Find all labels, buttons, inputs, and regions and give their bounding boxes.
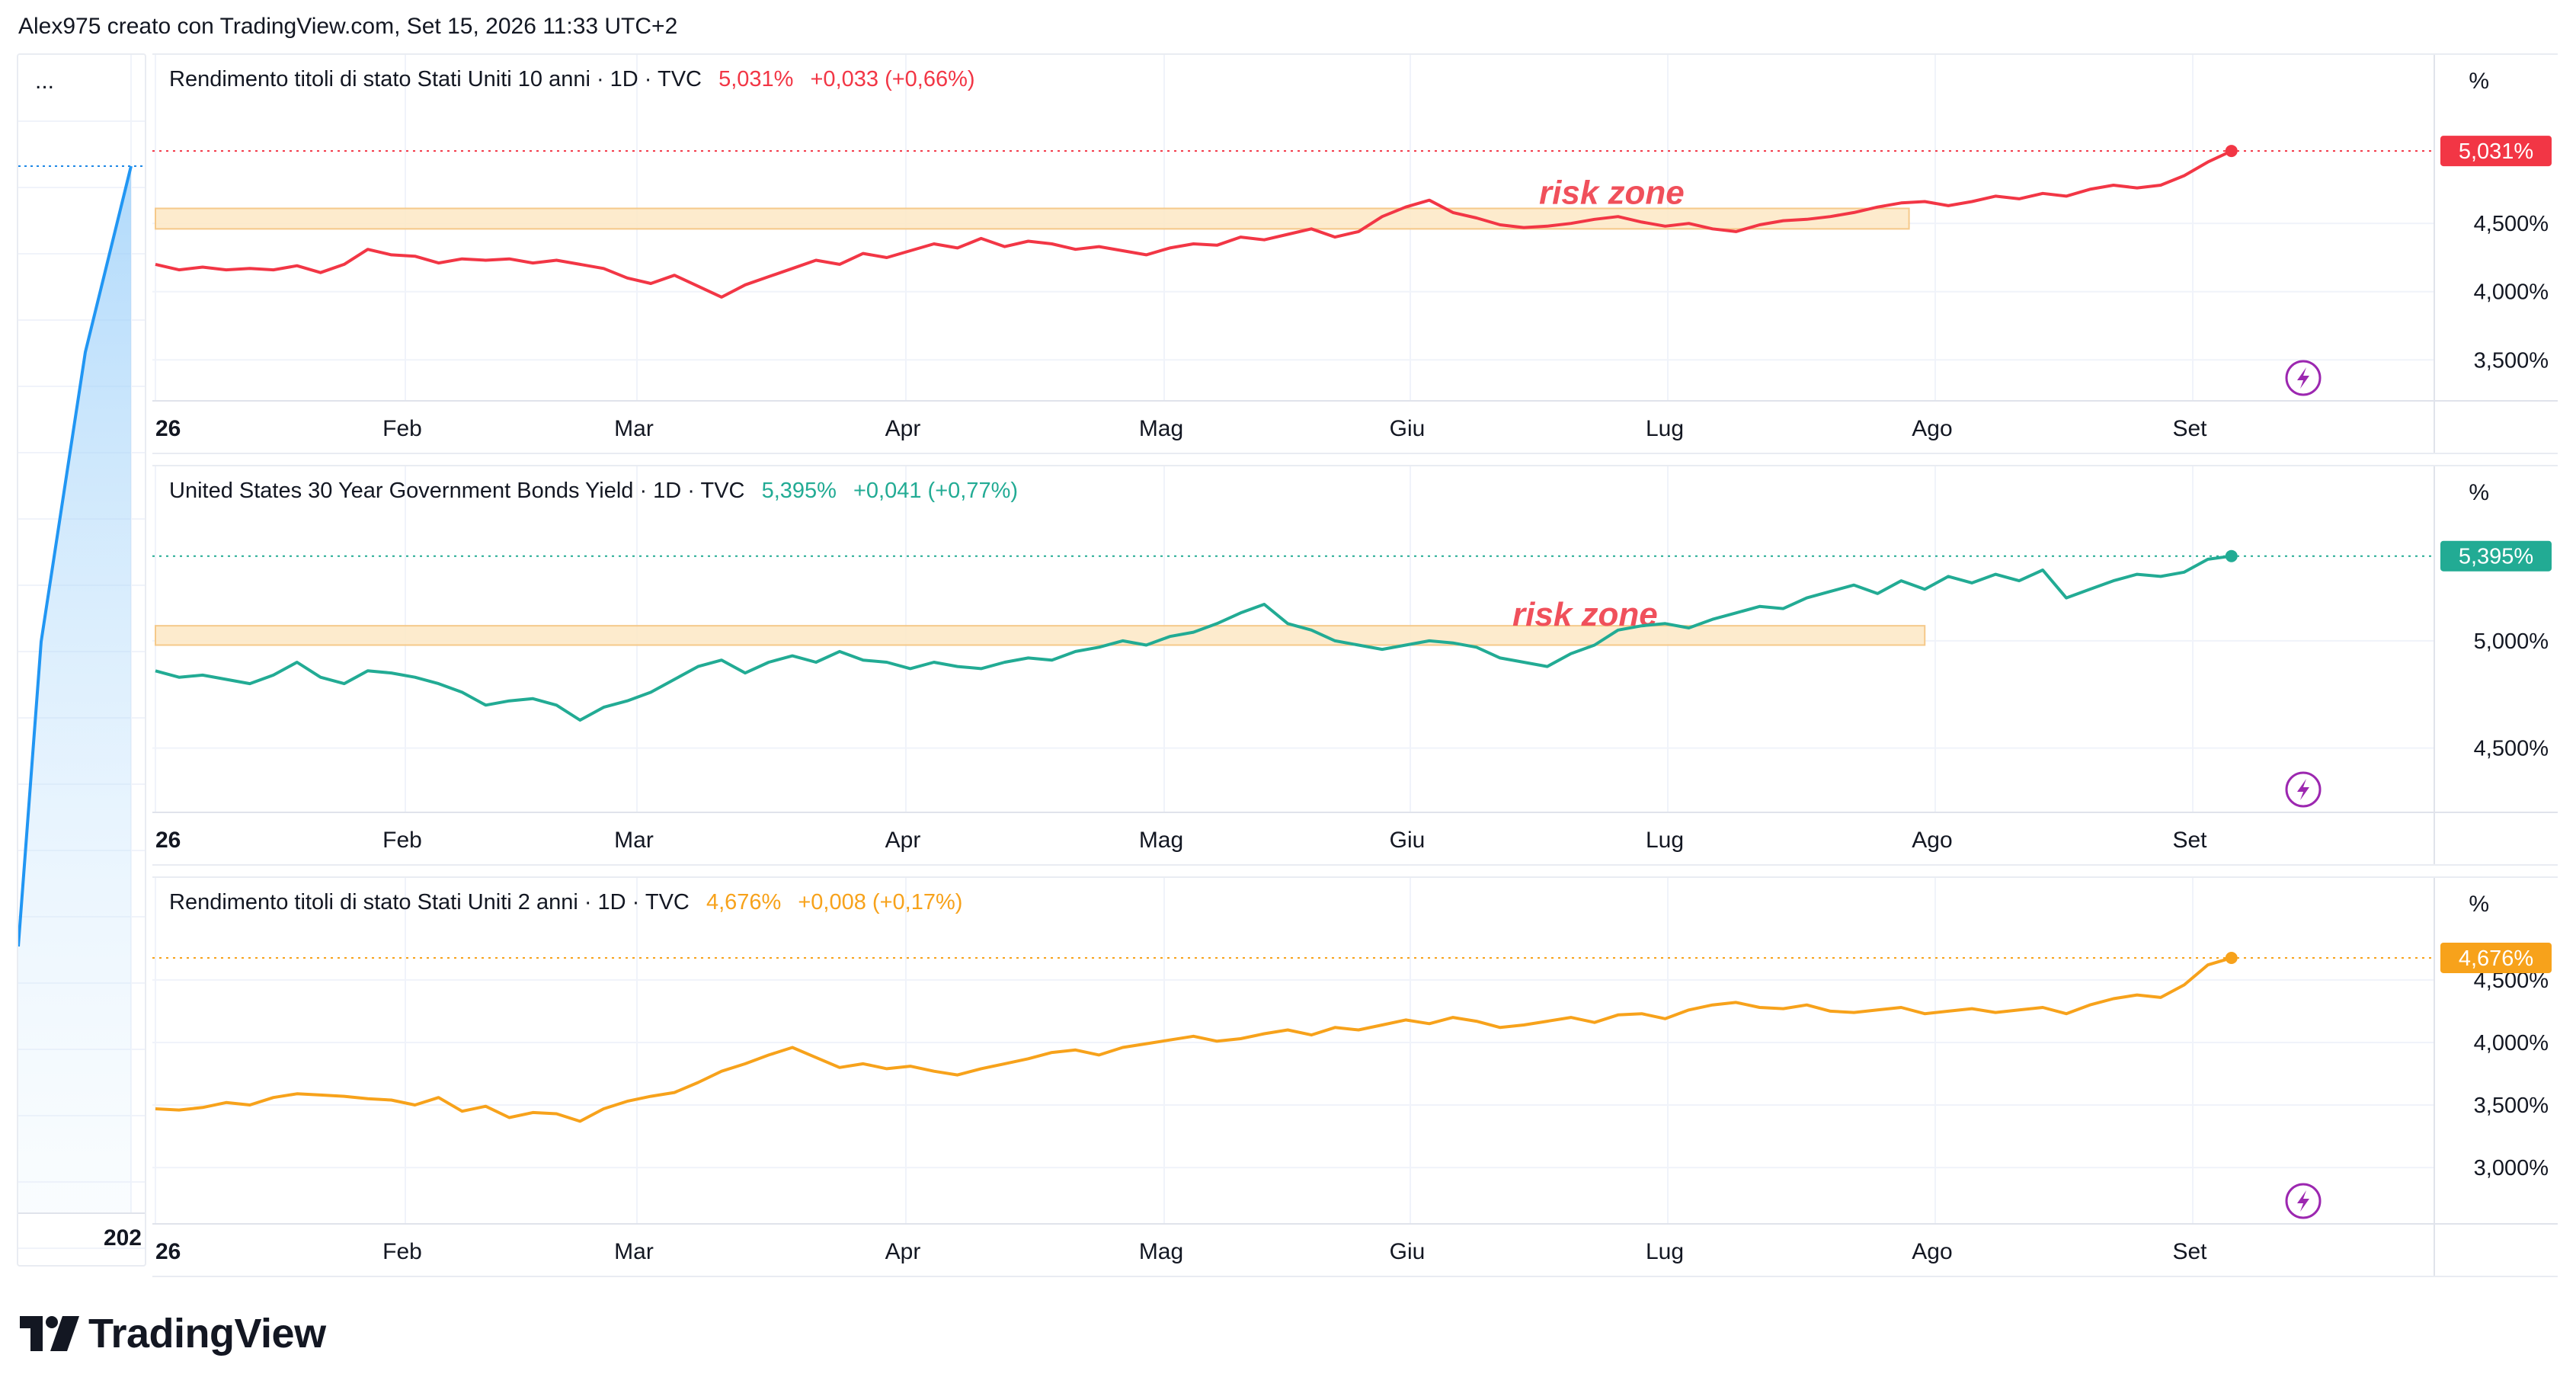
last-value-badge-text: 5,031%: [2459, 139, 2533, 164]
legend-title-2y: Rendimento titoli di stato Stati Uniti 2…: [169, 890, 690, 914]
y-tick-label: 3,500%: [2474, 348, 2549, 373]
x-tick-label: Ago: [1912, 1239, 1952, 1264]
axis-unit-30y: %: [2469, 480, 2489, 505]
x-tick-label: Set: [2172, 416, 2207, 441]
x-tick-label: Giu: [1390, 1239, 1426, 1264]
y-tick-label: 4,500%: [2474, 737, 2549, 761]
legend-10y: Rendimento titoli di stato Stati Uniti 1…: [169, 67, 975, 92]
left-year-label: 202: [103, 1225, 142, 1251]
y-tick-label: 3,000%: [2474, 1156, 2549, 1180]
tradingview-logo[interactable]: TradingView: [20, 1309, 326, 1358]
x-tick-label: Lug: [1646, 1239, 1684, 1264]
last-value-badge: [2440, 136, 2552, 167]
axis-unit-10y: %: [2469, 69, 2489, 94]
events-bolt-icon: [2285, 360, 2322, 396]
x-tick-label: Lug: [1646, 828, 1684, 853]
last-value-badge-text: 5,395%: [2459, 545, 2533, 569]
bolt-glyph: [2297, 779, 2309, 800]
events-bolt-icon: [2285, 771, 2322, 808]
last-value-badge: [2440, 942, 2552, 973]
risk-zone-annotation: risk zone: [1539, 174, 1685, 211]
legend-title-10y: Rendimento titoli di stato Stati Uniti 1…: [169, 67, 702, 91]
last-value-marker: [2225, 951, 2238, 964]
chart-panel-10y[interactable]: 3,500% 4,000% 4,500% risk zone 5,031% 26 Feb Ma…: [152, 53, 2558, 454]
x-tick-label: Giu: [1390, 828, 1426, 853]
chart-panel-2y[interactable]: 3,000% 3,500% 4,000% 4,500% 4,676% 26 Feb Mar Ap…: [152, 876, 2558, 1277]
axis-unit-2y: %: [2469, 892, 2489, 917]
bolt-glyph: [2297, 367, 2309, 389]
legend-30y: United States 30 Year Government Bonds Y…: [169, 479, 1018, 504]
y-tick-label: 4,000%: [2474, 280, 2549, 305]
y-tick-label: 4,000%: [2474, 1031, 2549, 1055]
chart-panel-30y[interactable]: 4,500% 5,000% risk zone 5,395% 26 Feb Mar Apr Ma…: [152, 465, 2558, 866]
series-line: [155, 149, 2232, 299]
x-tick-label: 26: [155, 828, 181, 853]
left-area-fill: [18, 166, 131, 1213]
x-tick-label: Set: [2172, 828, 2207, 853]
legend-2y: Rendimento titoli di stato Stati Uniti 2…: [169, 890, 962, 915]
chart-2y-plot[interactable]: 3,000%3,500%4,000%4,500%4,676%26 Feb Mar Ap…: [152, 878, 2558, 1276]
tradingview-logo-icon: [20, 1316, 79, 1351]
y-tick-label: 3,500%: [2474, 1094, 2549, 1118]
left-overview-pane[interactable]: ... 202: [17, 53, 146, 1267]
risk-zone-rect: [155, 207, 1910, 230]
x-tick-label: Giu: [1390, 416, 1426, 441]
tradingview-logo-text: TradingView: [88, 1311, 326, 1356]
y-tick-label: 4,500%: [2474, 212, 2549, 236]
x-tick-label: Apr: [885, 1239, 921, 1264]
x-tick-label: Feb: [382, 1239, 422, 1264]
x-tick-label: Mar: [614, 828, 654, 853]
left-overview-chart: [18, 55, 145, 1249]
x-tick-label: Mar: [614, 1239, 654, 1264]
x-tick-label: Set: [2172, 1239, 2207, 1264]
more-options-button[interactable]: ...: [35, 69, 55, 94]
legend-value-10y: 5,031%: [718, 67, 794, 91]
legend-title-30y: United States 30 Year Government Bonds Y…: [169, 479, 745, 503]
x-tick-label: Mag: [1139, 1239, 1183, 1264]
last-value-marker: [2225, 549, 2238, 562]
legend-change-10y: +0,033 (+0,66%): [810, 67, 975, 91]
risk-zone-rect: [155, 625, 1926, 646]
x-tick-label: 26: [155, 1239, 181, 1264]
legend-value-2y: 4,676%: [706, 890, 782, 914]
chart-10y-plot[interactable]: 3,500% 4,000% 4,500% risk zone 5,031% 26 Feb Ma…: [152, 55, 2558, 453]
x-tick-label: Ago: [1912, 828, 1952, 853]
chart-credit-header: Alex975 creato con TradingView.com, Set …: [18, 14, 678, 39]
last-value-badge-text: 4,676%: [2459, 946, 2533, 971]
x-tick-label: Mar: [614, 416, 654, 441]
bolt-glyph: [2297, 1190, 2309, 1212]
y-tick-label: 5,000%: [2474, 629, 2549, 654]
legend-change-30y: +0,041 (+0,77%): [853, 479, 1019, 503]
x-tick-label: Apr: [885, 416, 921, 441]
left-area-line: [18, 165, 133, 947]
x-tick-label: Feb: [382, 828, 422, 853]
legend-value-30y: 5,395%: [761, 479, 837, 503]
series-line: [155, 554, 2232, 722]
last-value-badge: [2440, 540, 2552, 572]
last-value-marker: [2225, 145, 2238, 158]
x-tick-label: Mag: [1139, 828, 1183, 853]
x-tick-label: 26: [155, 416, 181, 441]
events-bolt-icon: [2285, 1183, 2322, 1219]
legend-change-2y: +0,008 (+0,17%): [798, 890, 963, 914]
x-tick-label: Feb: [382, 416, 422, 441]
x-tick-label: Lug: [1646, 416, 1684, 441]
series-line: [155, 956, 2232, 1123]
x-tick-label: Mag: [1139, 416, 1183, 441]
x-tick-label: Apr: [885, 828, 921, 853]
x-tick-label: Ago: [1912, 416, 1952, 441]
